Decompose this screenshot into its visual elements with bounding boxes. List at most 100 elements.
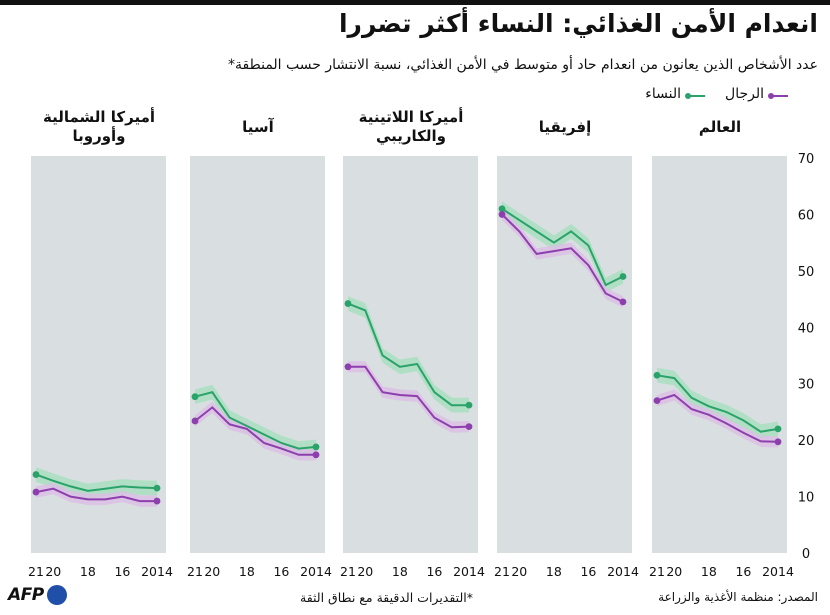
series-endpoint: [312, 443, 320, 451]
series-endpoint: [653, 397, 661, 405]
panel-title-line: وأوروبا: [72, 127, 126, 145]
series-line: [501, 207, 624, 287]
page-title: انعدام الأمن الغذائي: النساء أكثر تضررا: [338, 9, 818, 38]
confidence-band: [348, 361, 469, 433]
panel-title-line: أميركا اللاتينية: [358, 108, 464, 126]
page-subtitle: عدد الأشخاص الذين يعانون من انعدام حاد أ…: [228, 57, 818, 73]
series-endpoint: [32, 471, 40, 478]
x-tick-label: 20: [204, 564, 220, 579]
series-endpoint: [498, 205, 506, 213]
series-endpoint: [774, 425, 782, 433]
x-tick-label: 21: [187, 564, 203, 579]
panel-background: [343, 156, 478, 553]
source: المصدر: منظمة الأغذية والزراعة: [658, 590, 818, 604]
panel-title-line: والكاريبي: [375, 127, 447, 145]
top-rule: [0, 0, 830, 5]
y-tick-label: 50: [798, 265, 815, 280]
series-endpoint: [344, 300, 352, 307]
x-tick-label: 18: [239, 564, 255, 579]
series-line: [35, 473, 158, 492]
panel-title-line: إفريقيا: [538, 118, 592, 136]
series-line: [348, 365, 470, 429]
series-line: [347, 302, 469, 407]
series-endpoint: [312, 451, 320, 459]
panel-title: أميركا الشمالية وأوروبا: [29, 108, 169, 146]
x-tick-label: 2014: [453, 564, 485, 579]
panel-title-line: أميركا الشمالية: [42, 108, 156, 126]
afp-logo-text: AFP: [8, 585, 44, 605]
afp-logo: AFP: [8, 585, 67, 605]
panel-title: إفريقيا: [495, 118, 635, 137]
y-tick-label: 20: [798, 434, 815, 449]
series-endpoint: [191, 393, 199, 401]
panel-title: آسيا: [188, 118, 328, 137]
series-line: [194, 406, 316, 456]
legend-item-men: الرجال: [725, 86, 790, 102]
y-tick-label: 60: [798, 208, 815, 223]
legend-item-women: النساء: [645, 86, 707, 102]
series-endpoint: [153, 484, 161, 492]
series-endpoint: [191, 417, 199, 425]
y-tick-label: 0: [802, 547, 810, 562]
series-endpoint: [619, 273, 627, 280]
series-line: [35, 487, 157, 503]
series-line: [656, 374, 779, 433]
y-tick-label: 30: [798, 378, 815, 393]
panel-background: [190, 156, 325, 553]
confidence-band: [657, 367, 778, 439]
x-tick-label: 21: [28, 564, 44, 579]
confidence-band: [36, 483, 157, 507]
x-tick-label: 16: [580, 564, 596, 579]
series-endpoint: [32, 488, 40, 496]
x-tick-label: 20: [45, 564, 61, 579]
legend: الرجال النساء: [645, 84, 790, 104]
x-tick-label: 16: [735, 564, 751, 579]
afp-logo-dot: [46, 585, 67, 605]
footnote: *التقديرات الدقيقة مع نطاق الثقة: [300, 590, 473, 605]
x-tick-label: 16: [426, 564, 442, 579]
series-line: [656, 393, 779, 443]
x-tick-label: 18: [80, 564, 96, 579]
y-tick-label: 70: [798, 152, 815, 167]
series-line: [194, 391, 317, 450]
x-tick-label: 18: [701, 564, 717, 579]
panel-title-line: آسيا: [242, 118, 274, 136]
series-endpoint: [344, 363, 352, 371]
series-endpoint: [498, 211, 506, 218]
x-tick-label: 2014: [300, 564, 332, 579]
panel-background: [652, 156, 787, 553]
panel-title-line: العالم: [698, 118, 742, 136]
x-tick-label: 2014: [607, 564, 639, 579]
confidence-band: [502, 208, 623, 308]
x-tick-label: 2014: [141, 564, 173, 579]
x-tick-label: 21: [649, 564, 665, 579]
legend-label-men: الرجال: [725, 86, 764, 102]
series-endpoint: [619, 298, 627, 306]
x-tick-label: 20: [357, 564, 373, 579]
series-endpoint: [465, 423, 473, 430]
x-tick-label: 18: [546, 564, 562, 579]
series-endpoint: [465, 401, 473, 409]
y-tick-label: 40: [798, 321, 815, 336]
legend-swatch-men: [768, 93, 788, 99]
panel-title: أميركا اللاتينية والكاريبي: [341, 108, 481, 146]
x-tick-label: 2014: [762, 564, 794, 579]
legend-swatch-women: [685, 93, 706, 99]
confidence-band: [195, 384, 316, 456]
confidence-band: [502, 201, 623, 293]
x-tick-label: 16: [114, 564, 130, 579]
series-endpoint: [153, 497, 161, 505]
x-tick-label: 20: [511, 564, 527, 579]
panel-title: العالم: [650, 118, 790, 137]
series-endpoint: [653, 371, 661, 379]
x-tick-label: 18: [392, 564, 408, 579]
x-tick-label: 21: [494, 564, 510, 579]
x-tick-label: 20: [666, 564, 682, 579]
series-line: [501, 213, 624, 303]
x-tick-label: 16: [273, 564, 289, 579]
x-tick-label: 21: [340, 564, 356, 579]
legend-label-women: النساء: [645, 86, 682, 102]
series-endpoint: [774, 438, 782, 446]
y-tick-label: 10: [798, 491, 815, 506]
